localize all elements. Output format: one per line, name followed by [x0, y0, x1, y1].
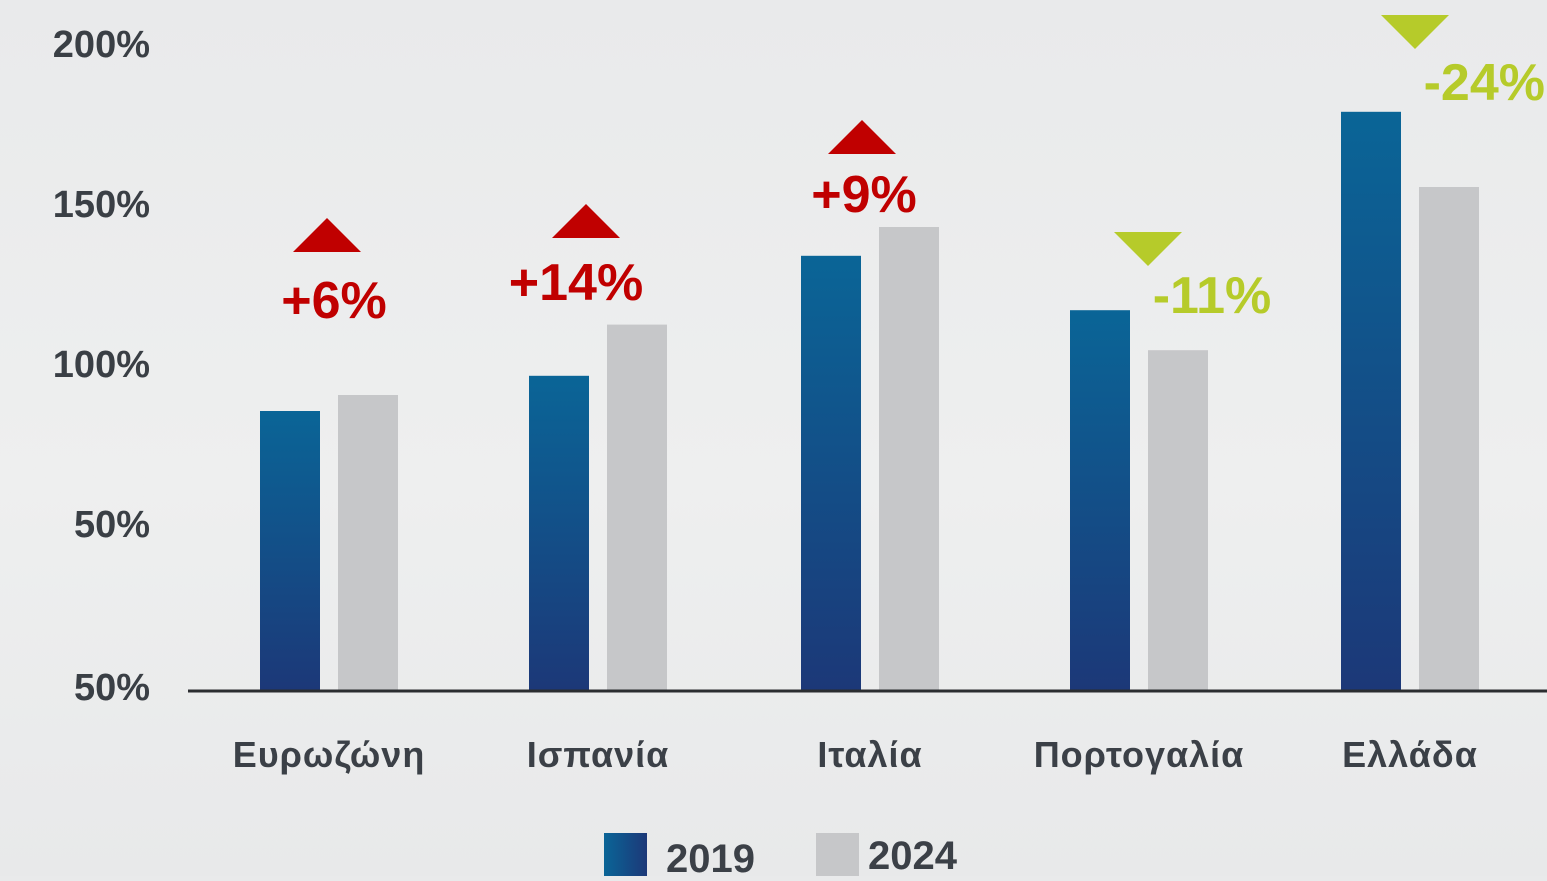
decrease-arrow-icon: [1114, 232, 1182, 266]
legend-label-2024: 2024: [868, 834, 958, 876]
bar-2024: [338, 395, 398, 691]
increase-arrow-icon: [552, 204, 620, 238]
change-label: -11%: [1153, 267, 1272, 325]
y-tick-label: 50%: [74, 504, 150, 546]
bars: [260, 111, 1479, 692]
bar-2019: [1341, 111, 1401, 692]
x-category-label: Ελλάδα: [1342, 734, 1478, 775]
x-category-label: Ισπανία: [527, 734, 669, 775]
change-label: -24%: [1424, 54, 1545, 112]
change-annotations: +6% +14% +9% -11% -24%: [281, 15, 1545, 330]
change-label: +9%: [811, 166, 917, 224]
legend-swatch-2019: [604, 833, 647, 876]
bar-2024: [879, 227, 939, 691]
bar-2024: [1148, 350, 1208, 691]
x-axis-category-labels: Ευρωζώνη Ισπανία Ιταλία Πορτογαλία Ελλάδα: [233, 734, 1478, 775]
x-category-label: Ιταλία: [817, 734, 922, 775]
increase-arrow-icon: [293, 218, 361, 252]
legend-label-2019: 2019: [666, 837, 755, 876]
bar-2019: [529, 375, 589, 691]
bar-2024: [607, 324, 667, 691]
x-category-label: Ευρωζώνη: [233, 734, 426, 775]
y-tick-label: 150%: [53, 184, 150, 226]
change-label: +14%: [509, 254, 643, 312]
bar-2024: [1419, 187, 1479, 691]
decrease-arrow-icon: [1381, 15, 1449, 49]
legend-swatch-2024: [816, 833, 859, 876]
change-label: +6%: [281, 272, 387, 330]
y-tick-label: 50%: [74, 667, 150, 709]
bar-2019: [260, 411, 320, 691]
bar-2019: [801, 255, 861, 692]
legend: 2019 2024: [604, 833, 958, 881]
y-tick-label: 100%: [53, 344, 150, 386]
x-category-label: Πορτογαλία: [1034, 734, 1245, 775]
y-tick-label: 200%: [53, 24, 150, 66]
increase-arrow-icon: [828, 120, 896, 154]
y-axis-tick-labels: 200% 150% 100% 50% 50%: [53, 24, 150, 709]
bar-2019: [1070, 310, 1130, 691]
